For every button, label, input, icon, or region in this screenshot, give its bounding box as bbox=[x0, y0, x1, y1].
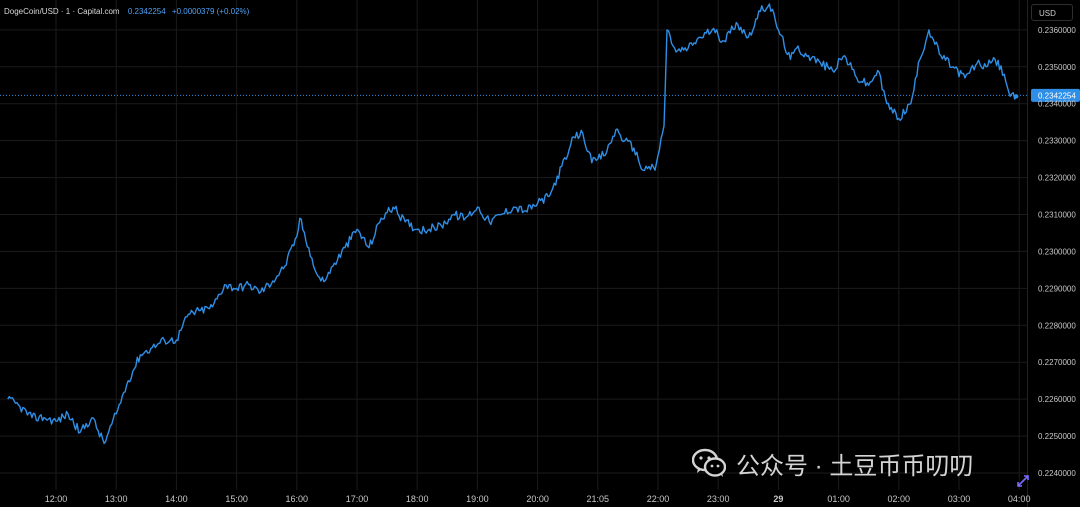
wechat-watermark: 公众号 · 土豆币币叨叨 bbox=[692, 445, 973, 481]
price-change: +0.0000379 (+0.02%) bbox=[171, 7, 250, 16]
watermark-text: 公众号 · 土豆币币叨叨 bbox=[736, 452, 974, 480]
chart-legend: DogeCoin/USD · 1 · Capital.com 0.2342254… bbox=[4, 7, 249, 16]
last-price-tag bbox=[1031, 88, 1080, 102]
x-tick-label: 19:00 bbox=[466, 494, 489, 504]
x-tick-label: 01:00 bbox=[827, 494, 850, 504]
last-point bbox=[1013, 94, 1019, 99]
y-tick-label: 0.2250000 bbox=[1038, 432, 1076, 441]
settings-icon[interactable] bbox=[1015, 473, 1031, 489]
x-tick-label: 04:00 bbox=[1008, 494, 1031, 504]
x-tick-label: 18:00 bbox=[406, 494, 429, 504]
y-tick-label: 0.2360000 bbox=[1038, 26, 1076, 35]
x-tick-label: 14:00 bbox=[165, 494, 188, 504]
y-tick-label: 0.2310000 bbox=[1038, 210, 1076, 219]
x-tick-label: 13:00 bbox=[105, 494, 128, 504]
x-tick-label: 17:00 bbox=[346, 494, 369, 504]
price-line bbox=[7, 3, 1017, 445]
x-tick-label: 29 bbox=[773, 494, 783, 504]
x-tick-label: 03:00 bbox=[948, 494, 971, 504]
x-tick-label: 12:00 bbox=[45, 494, 68, 504]
y-tick-label: 0.2280000 bbox=[1038, 321, 1076, 330]
x-tick-label: 21:05 bbox=[587, 494, 610, 504]
y-tick-label: 0.2330000 bbox=[1038, 137, 1076, 146]
y-tick-label: 0.2300000 bbox=[1038, 247, 1076, 256]
x-tick-label: 22:00 bbox=[647, 494, 670, 504]
symbol-label: DogeCoin/USD · 1 · Capital.com bbox=[4, 7, 120, 16]
wechat-icon bbox=[692, 448, 726, 477]
x-tick-label: 20:00 bbox=[526, 494, 549, 504]
x-tick-label: 23:00 bbox=[707, 494, 730, 504]
currency-button[interactable]: USD bbox=[1031, 4, 1073, 21]
y-tick-label: 0.2260000 bbox=[1038, 395, 1076, 404]
time-axis[interactable]: 12:00 13:00 14:00 15:00 16:00 17:00 18:00 19:00… bbox=[45, 494, 1031, 504]
y-tick-label: 0.2340000 bbox=[1038, 100, 1076, 109]
y-tick-label: 0.2270000 bbox=[1038, 358, 1076, 367]
y-tick-label: 0.2350000 bbox=[1038, 63, 1076, 72]
last-price-indicator: 0.2342254 bbox=[0, 88, 1080, 102]
last-price-tag-label: 0.2342254 bbox=[1038, 91, 1076, 100]
y-tick-label: 0.2240000 bbox=[1038, 469, 1076, 478]
price-axis[interactable]: 0.2360000 0.2350000 0.2340000 0.2330000 0.23… bbox=[1038, 26, 1076, 478]
current-price: 0.2342254 bbox=[127, 7, 166, 16]
y-tick-label: 0.2320000 bbox=[1038, 174, 1076, 183]
x-tick-label: 15:00 bbox=[225, 494, 248, 504]
x-tick-label: 02:00 bbox=[888, 494, 911, 504]
grid bbox=[0, 0, 1028, 507]
x-tick-label: 16:00 bbox=[286, 494, 309, 504]
y-tick-label: 0.2290000 bbox=[1038, 284, 1076, 293]
price-series bbox=[7, 3, 1019, 445]
